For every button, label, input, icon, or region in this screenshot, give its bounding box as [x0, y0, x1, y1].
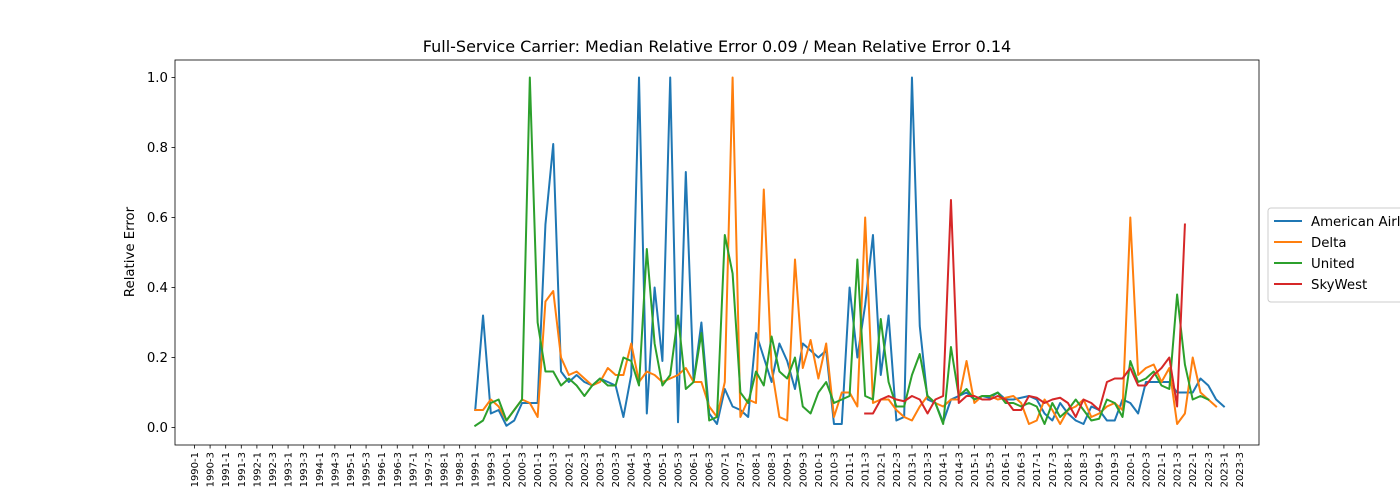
x-tick-label: 2010-1: [814, 452, 825, 487]
x-tick-label: 1998-1: [440, 452, 451, 487]
x-tick-label: 2003-3: [611, 452, 622, 487]
series-line-2: [473, 76, 1210, 428]
y-axis-label: Relative Error: [123, 206, 138, 297]
x-tick-label: 2014-3: [954, 452, 965, 487]
x-tick-label: 2009-1: [783, 452, 794, 487]
x-tick-label: 1992-3: [268, 452, 279, 487]
x-tick-label: 2000-1: [502, 452, 513, 487]
x-tick-label: 2004-1: [627, 452, 638, 487]
legend: American Airlines Delta United SkyWest: [1267, 207, 1400, 303]
x-tick-label: 2009-3: [798, 452, 809, 487]
x-tick-label: 2004-3: [642, 452, 653, 487]
x-tick-label: 1999-1: [471, 452, 482, 487]
x-tick-label: 2001-3: [549, 452, 560, 487]
x-tick-label: 1997-1: [408, 452, 419, 487]
x-tick-label: 2005-1: [658, 452, 669, 487]
x-tick-label: 2019-1: [1095, 452, 1106, 487]
x-tick-label: 1995-3: [362, 452, 373, 487]
legend-label-1: Delta: [1311, 236, 1346, 251]
plot-frame: [174, 59, 1260, 446]
y-tick-label: 0.8: [147, 141, 168, 156]
x-tick-label: 2023-3: [1235, 452, 1246, 487]
x-tick-label: 2016-1: [1001, 452, 1012, 487]
x-tick-label: 1996-3: [393, 452, 404, 487]
x-tick-label: 2001-1: [533, 452, 544, 487]
x-tick-label: 2003-1: [596, 452, 607, 487]
x-tick-label: 2011-1: [845, 452, 856, 487]
x-tick-label: 1991-1: [221, 452, 232, 487]
x-tick-label: 2012-3: [892, 452, 903, 487]
x-tick-label: 2020-3: [1141, 452, 1152, 487]
x-tick-label: 2000-3: [518, 452, 529, 487]
x-tick-label: 2006-3: [705, 452, 716, 487]
legend-label-0: American Airlines: [1311, 215, 1400, 230]
x-tick-label: 1995-1: [346, 452, 357, 487]
y-tick-label: 0.0: [147, 421, 168, 436]
x-tick-label: 1990-3: [206, 452, 217, 487]
x-tick-label: 2020-1: [1126, 452, 1137, 487]
x-tick-label: 2010-3: [829, 452, 840, 487]
x-tick-label: 1999-3: [486, 452, 497, 487]
x-tick-label: 2013-3: [923, 452, 934, 487]
x-tick-label: 2018-1: [1063, 452, 1074, 487]
x-tick-label: 2011-3: [861, 452, 872, 487]
x-tick-label: 2021-3: [1173, 452, 1184, 487]
y-tick-label: 1.0: [147, 71, 168, 86]
series-line-1: [474, 76, 1218, 425]
plot-area: 0.0 0.2 0.4 0.6 0.8 1.0 1990-1 1990-3 1991-1 1991…: [147, 59, 1260, 487]
x-tick-label: 2015-3: [985, 452, 996, 487]
x-tick-label: 1996-1: [377, 452, 388, 487]
x-tick-label: 2021-1: [1157, 452, 1168, 487]
x-tick-label: 2014-1: [939, 452, 950, 487]
series-line-0: [474, 76, 1226, 427]
x-tick-label: 2012-1: [876, 452, 887, 487]
x-tick-label: 2006-1: [689, 452, 700, 487]
x-tick-label: 2005-3: [674, 452, 685, 487]
x-tick-label: 2002-3: [580, 452, 591, 487]
legend-frame: [1267, 207, 1400, 303]
x-tick-label: 2007-3: [736, 452, 747, 487]
x-tick-label: 1998-3: [455, 452, 466, 487]
x-tick-label: 1993-1: [284, 452, 295, 487]
x-tick-label: 2007-1: [720, 452, 731, 487]
y-tick-label: 0.4: [147, 281, 168, 296]
x-tick-label: 1997-3: [424, 452, 435, 487]
x-tick-label: 2016-3: [1017, 452, 1028, 487]
x-tick-label: 2022-1: [1188, 452, 1199, 487]
x-tick-label: 2008-1: [751, 452, 762, 487]
x-tick-label: 1994-3: [330, 452, 341, 487]
x-tick-label: 2013-1: [907, 452, 918, 487]
x-tick-label: 2023-1: [1219, 452, 1230, 487]
y-tick-label: 0.2: [147, 351, 168, 366]
x-tick-label: 1991-3: [237, 452, 248, 487]
x-tick-label: 2018-3: [1079, 452, 1090, 487]
x-tick-label: 2022-3: [1204, 452, 1215, 487]
x-tick-label: 1990-1: [190, 452, 201, 487]
x-tick-label: 2019-3: [1110, 452, 1121, 487]
x-tick-label: 1992-1: [252, 452, 263, 487]
x-tick-label: 1993-3: [299, 452, 310, 487]
legend-label-2: United: [1311, 257, 1355, 272]
y-tick-label: 0.6: [147, 211, 168, 226]
series-line-3: [864, 199, 1186, 418]
chart-title: Full-Service Carrier: Median Relative Er…: [423, 37, 1011, 56]
x-tick-label: 2017-3: [1048, 452, 1059, 487]
x-tick-label: 2017-1: [1032, 452, 1043, 487]
x-tick-label: 2002-1: [564, 452, 575, 487]
x-tick-label: 1994-1: [315, 452, 326, 487]
x-tick-label: 2008-3: [767, 452, 778, 487]
x-tick-label: 2015-1: [970, 452, 981, 487]
legend-label-3: SkyWest: [1311, 278, 1367, 293]
